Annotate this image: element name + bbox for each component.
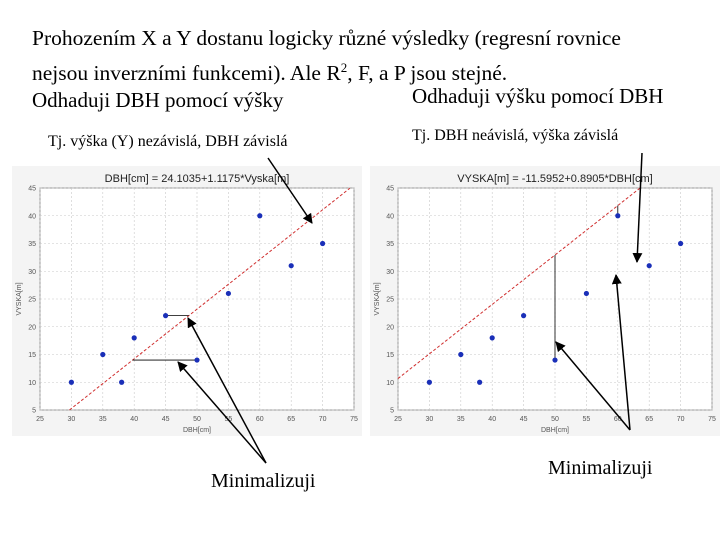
y-tick-label: 35 — [28, 241, 36, 248]
intro-text: Prohozením X a Y dostanu logicky různé v… — [32, 24, 621, 88]
data-point — [646, 263, 652, 269]
arrow-top-right — [632, 152, 643, 263]
y-tick-label: 30 — [386, 269, 394, 276]
x-tick-label: 50 — [551, 416, 559, 423]
x-tick-label: 65 — [645, 416, 653, 423]
data-point — [194, 357, 200, 363]
x-tick-label: 35 — [99, 416, 107, 423]
y-tick-label: 5 — [390, 408, 394, 415]
data-point — [477, 379, 483, 385]
y-tick-label: 20 — [386, 324, 394, 331]
x-tick-label: 70 — [319, 416, 327, 423]
data-point — [100, 351, 106, 358]
x-tick-label: 40 — [130, 416, 138, 423]
intro-line-2-end: , F, a P jsou stejné. — [347, 61, 508, 86]
chart-title: VYSKA[m] = -11.5952+0.8905*DBH[cm] — [457, 173, 652, 185]
regression-line — [397, 187, 641, 379]
y-tick-label: 45 — [386, 186, 394, 193]
y-axis-label: VYSKA[m] — [374, 282, 381, 315]
x-tick-label: 60 — [256, 416, 264, 423]
y-tick-label: 5 — [32, 408, 36, 415]
x-tick-label: 25 — [394, 416, 402, 423]
intro-line-1: Prohozením X a Y dostanu logicky různé v… — [32, 26, 621, 50]
x-tick-label: 45 — [520, 416, 528, 423]
y-tick-label: 45 — [28, 186, 36, 193]
y-tick-label: 35 — [386, 241, 394, 248]
x-tick-label: 75 — [350, 416, 358, 423]
y-tick-label: 10 — [28, 380, 36, 387]
y-tick-label: 15 — [386, 352, 394, 359]
x-tick-label: 75 — [708, 416, 716, 423]
arrow-bottom-left-1 — [187, 317, 267, 464]
x-axis-label: DBH[cm] — [183, 427, 211, 434]
arrow-bottom-right-2 — [611, 274, 631, 431]
data-point — [163, 313, 169, 319]
x-tick-label: 35 — [457, 416, 465, 423]
data-point — [458, 351, 464, 358]
intro-line-2-start: nejsou inverzními funkcemi). Ale R — [32, 61, 341, 86]
data-point — [583, 290, 589, 297]
data-point — [426, 379, 432, 385]
data-point — [678, 240, 684, 247]
arrow-bottom-left-2 — [177, 361, 267, 464]
x-axis-label: DBH[cm] — [541, 427, 569, 434]
arrow-bottom-right-1 — [555, 341, 631, 431]
chart-title: DBH[cm] = 24.1035+1.1175*Vyska[m] — [105, 173, 290, 185]
data-point — [68, 379, 74, 385]
arrow-top-left — [267, 157, 313, 224]
heading-left: Odhaduji DBH pomocí výšky — [32, 88, 284, 112]
data-point — [119, 379, 125, 385]
x-tick-label: 50 — [193, 416, 201, 423]
chart-right: VYSKA[m] = -11.5952+0.8905*DBH[cm] 25 30 35… — [370, 166, 720, 436]
y-axis-label: VYSKA[m] — [16, 282, 23, 315]
y-tick-label: 30 — [28, 269, 36, 276]
minimize-label-left: Minimalizuji — [211, 470, 316, 492]
heading-right: Odhaduji výšku pomocí DBH — [412, 84, 664, 108]
data-point — [552, 357, 558, 363]
data-point — [615, 213, 621, 219]
minimize-label-right: Minimalizuji — [548, 457, 653, 479]
y-tick-label: 15 — [28, 352, 36, 359]
data-point — [320, 240, 326, 247]
x-tick-label: 55 — [583, 416, 591, 423]
intro-line-2: nejsou inverzními funkcemi). Ale R2, F, … — [32, 53, 621, 88]
x-tick-label: 30 — [68, 416, 76, 423]
subheading-left: Tj. výška (Y) nezávislá, DBH závislá — [48, 133, 288, 150]
x-tick-label: 70 — [677, 416, 685, 423]
x-tick-label: 30 — [426, 416, 434, 423]
regression-line — [69, 187, 351, 411]
data-point — [521, 313, 527, 319]
data-point — [489, 335, 495, 341]
data-point — [131, 335, 137, 341]
x-tick-label: 60 — [614, 416, 622, 423]
y-tick-label: 25 — [386, 297, 394, 304]
x-tick-label: 65 — [287, 416, 295, 423]
y-tick-label: 10 — [386, 380, 394, 387]
data-point — [225, 290, 231, 297]
y-tick-label: 25 — [28, 297, 36, 304]
data-point — [257, 213, 263, 219]
subheading-right: Tj. DBH neávislá, výška závislá — [412, 127, 619, 144]
x-tick-label: 40 — [488, 416, 496, 423]
y-tick-label: 20 — [28, 324, 36, 331]
chart-left: DBH[cm] = 24.1035+1.1175*Vyska[m] 25 30 35 4… — [12, 166, 362, 436]
x-tick-label: 45 — [162, 416, 170, 423]
y-tick-label: 40 — [386, 213, 394, 220]
x-tick-label: 25 — [36, 416, 44, 423]
y-tick-label: 40 — [28, 213, 36, 220]
r-squared-superscript: 2 — [340, 60, 348, 75]
data-point — [288, 263, 294, 269]
